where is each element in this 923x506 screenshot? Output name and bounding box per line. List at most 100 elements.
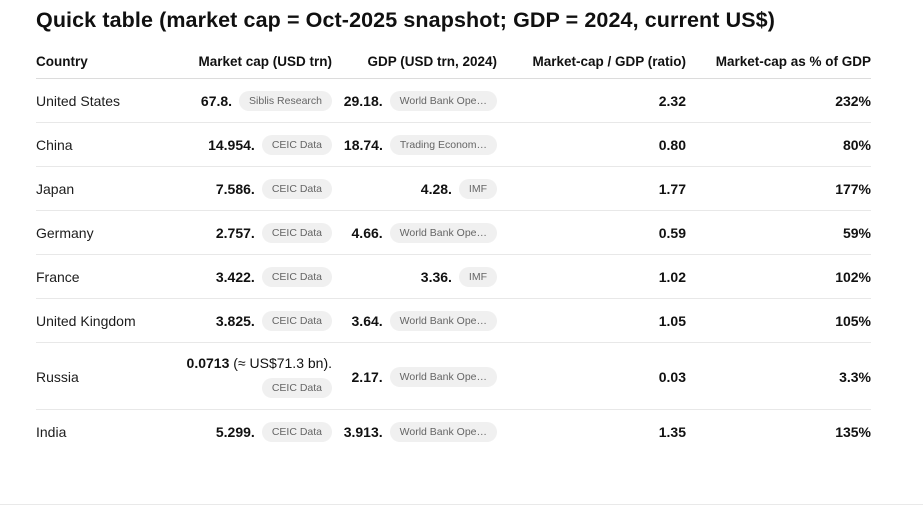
country-label: Japan	[36, 181, 75, 197]
pct-value: 59%	[842, 225, 871, 241]
ratio-value: 0.80	[658, 137, 686, 153]
citation-badge[interactable]: CEIC Data	[261, 267, 332, 287]
citation-badge[interactable]: World Bank Ope…	[389, 223, 497, 243]
citation-badge[interactable]: CEIC Data	[261, 311, 332, 331]
citation-badge[interactable]: CEIC Data	[261, 422, 332, 442]
column-header-ratio: Market-cap / GDP (ratio)	[532, 54, 686, 69]
ratio-value: 1.77	[658, 181, 686, 197]
ratio-value: 0.03	[658, 368, 686, 385]
table-row-japan: Japan 7.586. CEIC Data 4.28. IMF 1.77 17…	[36, 167, 871, 211]
gdp-cell: 3.36. IMF	[332, 267, 497, 287]
gdp-value: 4.66.	[351, 225, 383, 241]
citation-badge[interactable]: IMF	[458, 267, 497, 287]
market-cap-value: 3.422.	[215, 269, 255, 285]
citation-badge[interactable]: World Bank Ope…	[389, 91, 497, 111]
gdp-value: 3.36.	[420, 269, 452, 285]
country-label: France	[36, 269, 80, 285]
pct-value: 135%	[835, 424, 871, 440]
gdp-value: 3.64.	[351, 313, 383, 329]
ratio-value: 0.59	[658, 225, 686, 241]
pct-cell: 232%	[686, 93, 871, 109]
page-title: Quick table (market cap = Oct-2025 snaps…	[36, 8, 775, 32]
pct-value: 102%	[835, 269, 871, 285]
column-header-country: Country	[36, 54, 88, 69]
pct-cell: 102%	[686, 269, 871, 285]
citation-badge[interactable]: Siblis Research	[239, 91, 332, 111]
market-cap-value: 7.586.	[215, 181, 255, 197]
citation-badge[interactable]: World Bank Ope…	[389, 311, 497, 331]
market-cap-value: 2.757.	[215, 225, 255, 241]
pct-cell: 3.3%	[686, 369, 871, 385]
market-cap-cell: 5.299. CEIC Data	[181, 422, 332, 442]
pct-cell: 59%	[686, 225, 871, 241]
ratio-cell: 0.03	[497, 369, 686, 385]
ratio-value: 1.05	[658, 313, 686, 329]
citation-badge[interactable]: CEIC Data	[261, 179, 332, 199]
gdp-value: 3.913.	[343, 424, 383, 440]
country-label: United Kingdom	[36, 313, 136, 329]
market-cap-value: 67.8.	[200, 93, 233, 109]
citation-badge[interactable]: Trading Econom…	[389, 135, 497, 155]
ratio-cell: 1.05	[497, 313, 686, 329]
gdp-value: 29.18.	[343, 93, 383, 109]
gdp-value: 18.74.	[343, 137, 383, 153]
market-cap-value: 14.954.	[208, 137, 255, 153]
gdp-value: 2.17.	[351, 368, 383, 385]
market-cap-value: 5.299.	[215, 424, 255, 440]
country-label: United States	[36, 93, 121, 109]
market-cap-value: 0.0713 (≈ US$71.3 bn).	[186, 355, 332, 371]
market-cap-cell: 3.825. CEIC Data	[181, 311, 332, 331]
pct-value: 80%	[842, 137, 871, 153]
table-row-india: India 5.299. CEIC Data 3.913. World Bank…	[36, 410, 871, 453]
ratio-cell: 0.59	[497, 225, 686, 241]
pct-cell: 135%	[686, 424, 871, 440]
market-cap-cell: 0.0713 (≈ US$71.3 bn). CEIC Data	[181, 355, 332, 398]
ratio-value: 1.02	[658, 269, 686, 285]
pct-value: 232%	[835, 93, 871, 109]
gdp-cell: 4.66. World Bank Ope…	[332, 223, 497, 243]
ratio-cell: 1.77	[497, 181, 686, 197]
citation-badge[interactable]: CEIC Data	[261, 223, 332, 243]
citation-badge[interactable]: World Bank Ope…	[389, 422, 497, 442]
gdp-cell: 29.18. World Bank Ope…	[332, 91, 497, 111]
pct-cell: 105%	[686, 313, 871, 329]
citation-badge[interactable]: CEIC Data	[261, 378, 332, 398]
citation-badge[interactable]: IMF	[458, 179, 497, 199]
market-cap-cell: 67.8. Siblis Research	[181, 91, 332, 111]
pct-value: 105%	[835, 313, 871, 329]
page-bottom-divider	[0, 504, 923, 505]
table-row-russia: Russia 0.0713 (≈ US$71.3 bn). CEIC Data …	[36, 343, 871, 410]
table-row-france: France 3.422. CEIC Data 3.36. IMF 1.02 1…	[36, 255, 871, 299]
pct-cell: 80%	[686, 137, 871, 153]
ratio-cell: 1.35	[497, 424, 686, 440]
gdp-cell: 3.913. World Bank Ope…	[332, 422, 497, 442]
citation-badge[interactable]: CEIC Data	[261, 135, 332, 155]
country-label: China	[36, 137, 73, 153]
content-area: Quick table (market cap = Oct-2025 snaps…	[36, 8, 871, 453]
market-cap-cell: 2.757. CEIC Data	[181, 223, 332, 243]
gdp-cell: 18.74. Trading Econom…	[332, 135, 497, 155]
country-label: Germany	[36, 225, 94, 241]
gdp-value: 4.28.	[420, 181, 452, 197]
column-header-gdp: GDP (USD trn, 2024)	[367, 54, 497, 69]
ratio-cell: 2.32	[497, 93, 686, 109]
country-label: Russia	[36, 368, 79, 385]
table-row-united-kingdom: United Kingdom 3.825. CEIC Data 3.64. Wo…	[36, 299, 871, 343]
citation-badge[interactable]: World Bank Ope…	[389, 366, 497, 387]
table-header-row: Country Market cap (USD trn) GDP (USD tr…	[36, 49, 871, 79]
gdp-cell: 3.64. World Bank Ope…	[332, 311, 497, 331]
table-row-united-states: United States 67.8. Siblis Research 29.1…	[36, 79, 871, 123]
pct-value: 177%	[835, 181, 871, 197]
market-cap-cell: 14.954. CEIC Data	[181, 135, 332, 155]
ratio-value: 1.35	[658, 424, 686, 440]
table-row-china: China 14.954. CEIC Data 18.74. Trading E…	[36, 123, 871, 167]
country-label: India	[36, 424, 67, 440]
pct-value: 3.3%	[839, 368, 871, 385]
ratio-cell: 1.02	[497, 269, 686, 285]
quick-table: Country Market cap (USD trn) GDP (USD tr…	[36, 49, 871, 453]
column-header-pct: Market-cap as % of GDP	[715, 54, 871, 69]
market-cap-cell: 3.422. CEIC Data	[181, 267, 332, 287]
gdp-cell: 2.17. World Bank Ope…	[332, 366, 497, 387]
column-header-market-cap: Market cap (USD trn)	[198, 54, 332, 69]
pct-cell: 177%	[686, 181, 871, 197]
